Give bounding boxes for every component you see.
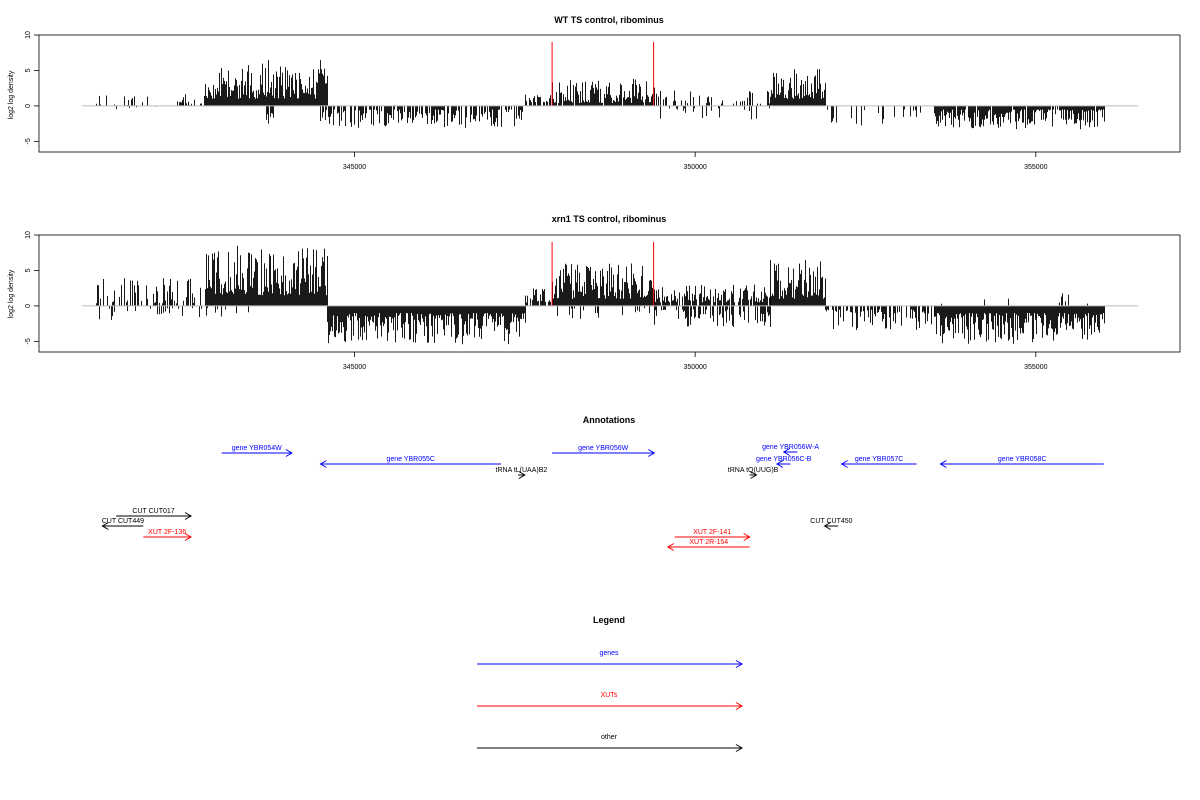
xrn1-panel: xrn1 TS control, ribominus log2 log dens… — [8, 214, 1181, 371]
annotation-feature: XUT 2F-136 — [143, 529, 192, 541]
feature-label: CUT CUT449 — [102, 518, 144, 525]
y-tick-label: 5 — [25, 268, 32, 272]
x-tick-label: 345000 — [343, 364, 366, 371]
annotation-feature: XUT 2R-154 — [666, 539, 750, 551]
legend-arrow-head — [735, 660, 743, 668]
annotation-feature: CUT CUT449 — [101, 518, 144, 530]
wt-panel-markers — [551, 42, 655, 106]
legend: Legend genes XUTs other — [477, 615, 743, 752]
feature-label: gene YBR056W-A — [762, 444, 819, 451]
x-tick-label: 345000 — [343, 164, 366, 171]
x-tick-label: 355000 — [1024, 164, 1047, 171]
y-tick-label: -5 — [25, 338, 32, 344]
y-tick-label: -5 — [25, 138, 32, 144]
xrn1-panel-frame — [38, 234, 1181, 353]
annotation-feature: XUT 2F-141 — [674, 529, 751, 541]
xrn1-panel-axes: -5 0 5 10 345000 350000 355000 — [25, 231, 1138, 371]
legend-label: XUTs — [601, 692, 618, 699]
feature-arrow-head — [285, 449, 293, 457]
x-tick-label: 350000 — [683, 364, 706, 371]
feature-arrow-head — [939, 460, 947, 468]
y-tick-label: 10 — [25, 31, 32, 39]
legend-entries: genes XUTs other — [477, 650, 743, 752]
feature-label: tRNA tQ(UUG)B — [728, 467, 779, 474]
feature-label: XUT 2R-154 — [689, 539, 728, 546]
xrn1-panel-title: xrn1 TS control, ribominus — [552, 214, 667, 224]
annotation-feature: gene YBR056C-B — [756, 456, 812, 468]
annotation-feature: CUT CUT017 — [116, 508, 192, 520]
feature-label: XUT 2F-136 — [148, 529, 186, 536]
annotation-feature: gene YBR058C — [939, 456, 1104, 468]
x-tick-label: 355000 — [1024, 364, 1047, 371]
annotation-feature: tRNA tL(UAA)B2 — [496, 467, 548, 479]
wt-panel-bars — [96, 60, 1105, 130]
annotation-feature: gene YBR057C — [840, 456, 917, 468]
wt-panel-axes: -5 0 5 10 345000 350000 355000 — [25, 31, 1138, 171]
annotation-feature: CUT CUT450 — [810, 518, 853, 530]
feature-arrow-head — [840, 460, 848, 468]
xrn1-panel-ylabel: log2 log density — [8, 269, 15, 318]
annotation-feature: gene YBR054W — [221, 445, 293, 457]
xrn1-panel-markers — [551, 242, 655, 306]
xrn1-panel-bars — [96, 245, 1105, 345]
feature-label: gene YBR056C-B — [756, 456, 812, 463]
y-tick-label: 0 — [25, 104, 32, 108]
feature-arrow-head — [184, 512, 192, 520]
feature-arrow-head — [823, 522, 831, 530]
y-tick-label: 5 — [25, 68, 32, 72]
feature-arrow-head — [184, 533, 192, 541]
feature-arrow-head — [666, 543, 675, 551]
y-tick-label: 10 — [25, 231, 32, 239]
annotation-features: gene YBR054W gene YBR055C gene YBR056W tRNA… — [101, 444, 1104, 551]
feature-arrow-head — [648, 449, 656, 457]
wt-panel-title: WT TS control, ribominus — [554, 15, 664, 25]
feature-label: XUT 2F-141 — [693, 529, 731, 536]
legend-title: Legend — [593, 615, 625, 625]
legend-entry: XUTs — [477, 692, 743, 710]
y-tick-label: 0 — [25, 304, 32, 308]
annotation-feature: gene YBR056W — [552, 445, 656, 457]
legend-label: genes — [599, 650, 619, 657]
feature-label: tRNA tL(UAA)B2 — [496, 467, 548, 474]
annotation-feature: gene YBR056W-A — [762, 444, 819, 456]
legend-entry: other — [477, 734, 743, 752]
feature-arrow-head — [750, 471, 758, 479]
feature-label: CUT CUT017 — [132, 508, 174, 515]
feature-arrow-head — [775, 460, 784, 468]
legend-entry: genes — [477, 650, 743, 668]
feature-arrow-head — [782, 448, 790, 456]
feature-label: gene YBR055C — [386, 456, 435, 463]
feature-label: gene YBR054W — [232, 445, 282, 452]
annotation-feature: tRNA tQ(UUG)B — [728, 467, 779, 479]
wt-panel-frame — [38, 34, 1181, 153]
feature-label: CUT CUT450 — [810, 518, 852, 525]
feature-arrow-head — [743, 533, 751, 541]
feature-arrow-head — [101, 522, 109, 530]
annotations-title: Annotations — [583, 415, 636, 425]
feature-label: gene YBR058C — [998, 456, 1047, 463]
annotation-feature: gene YBR055C — [319, 456, 501, 468]
feature-arrow-head — [518, 471, 526, 479]
feature-arrow-head — [319, 460, 327, 468]
legend-arrow-head — [735, 702, 743, 710]
wt-panel-ylabel: log2 log density — [8, 70, 15, 119]
legend-arrow-head — [735, 744, 743, 752]
x-tick-label: 350000 — [683, 164, 706, 171]
wt-panel: WT TS control, ribominus log2 log densit… — [8, 15, 1181, 171]
feature-label: gene YBR057C — [855, 456, 904, 463]
legend-label: other — [601, 734, 618, 741]
feature-label: gene YBR056W — [578, 445, 628, 452]
